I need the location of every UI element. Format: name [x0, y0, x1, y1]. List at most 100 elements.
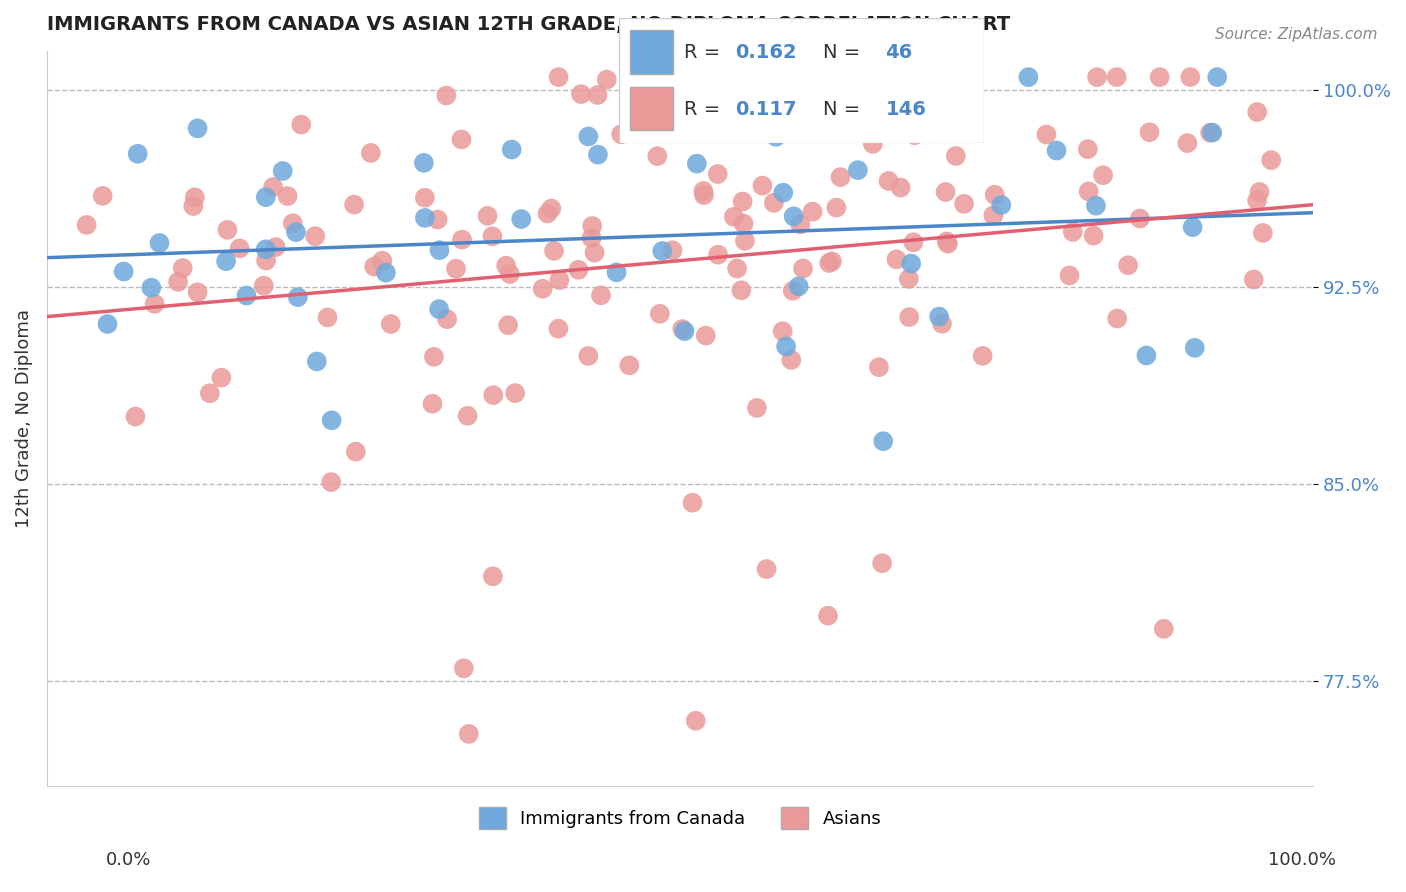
Legend: Immigrants from Canada, Asians: Immigrants from Canada, Asians	[471, 800, 889, 837]
Point	[586, 147, 609, 161]
Point	[1129, 211, 1152, 226]
Point	[413, 191, 436, 205]
Point	[215, 254, 238, 268]
Point	[543, 244, 565, 258]
Point	[914, 119, 936, 133]
Point	[540, 202, 562, 216]
Point	[187, 121, 209, 136]
Point	[423, 350, 446, 364]
Point	[536, 206, 558, 220]
Point	[371, 253, 394, 268]
Point	[787, 279, 810, 293]
Point	[682, 496, 704, 510]
Point	[235, 288, 257, 302]
Point	[872, 434, 894, 449]
Point	[870, 556, 893, 570]
Point	[343, 197, 366, 211]
Point	[890, 180, 912, 194]
Point	[1135, 349, 1157, 363]
Point	[496, 318, 519, 333]
Point	[1059, 268, 1081, 283]
Point	[1084, 199, 1107, 213]
Point	[734, 234, 756, 248]
Point	[567, 262, 589, 277]
Point	[801, 204, 824, 219]
Point	[112, 264, 135, 278]
Point	[271, 164, 294, 178]
Point	[1085, 70, 1108, 84]
Point	[1180, 70, 1202, 84]
Point	[1153, 622, 1175, 636]
Point	[990, 198, 1012, 212]
Point	[76, 218, 98, 232]
Point	[830, 170, 852, 185]
Point	[254, 253, 277, 268]
Point	[581, 231, 603, 245]
Point	[547, 321, 569, 335]
Point	[1017, 70, 1039, 84]
Point	[898, 310, 921, 324]
Point	[228, 241, 250, 255]
Point	[1083, 228, 1105, 243]
Point	[862, 136, 884, 151]
Point	[482, 569, 505, 583]
Text: 100.0%: 100.0%	[1268, 851, 1336, 869]
Point	[818, 256, 841, 270]
Text: IMMIGRANTS FROM CANADA VS ASIAN 12TH GRADE, NO DIPLOMA CORRELATION CHART: IMMIGRANTS FROM CANADA VS ASIAN 12TH GRA…	[46, 15, 1010, 34]
Point	[457, 409, 479, 423]
Point	[596, 72, 619, 87]
Point	[825, 201, 848, 215]
Point	[589, 288, 612, 302]
Point	[477, 209, 499, 223]
Point	[817, 608, 839, 623]
Point	[586, 88, 609, 103]
Point	[1035, 128, 1057, 142]
Point	[450, 132, 472, 146]
Point	[692, 184, 714, 198]
Point	[344, 444, 367, 458]
Point	[707, 248, 730, 262]
Point	[481, 229, 503, 244]
Point	[427, 302, 450, 317]
Text: Source: ZipAtlas.com: Source: ZipAtlas.com	[1215, 27, 1378, 42]
Point	[647, 149, 669, 163]
Point	[686, 156, 709, 170]
Point	[321, 475, 343, 489]
Point	[254, 190, 277, 204]
Point	[1077, 185, 1099, 199]
Point	[321, 413, 343, 427]
Point	[1177, 136, 1199, 150]
Point	[253, 278, 276, 293]
Point	[695, 328, 717, 343]
Point	[576, 349, 599, 363]
Point	[583, 245, 606, 260]
Point	[281, 216, 304, 230]
Point	[374, 266, 396, 280]
Point	[531, 282, 554, 296]
Point	[1077, 142, 1099, 156]
Point	[868, 360, 890, 375]
Point	[444, 261, 467, 276]
Point	[772, 324, 794, 338]
Point	[264, 240, 287, 254]
Point	[547, 70, 569, 84]
Point	[619, 359, 641, 373]
Point	[886, 252, 908, 267]
Point	[360, 145, 382, 160]
Point	[501, 143, 523, 157]
Point	[1243, 272, 1265, 286]
Point	[127, 146, 149, 161]
Point	[1246, 194, 1268, 208]
Point	[1251, 226, 1274, 240]
Point	[661, 244, 683, 258]
Point	[429, 243, 451, 257]
Point	[730, 283, 752, 297]
Point	[436, 312, 458, 326]
Point	[1206, 70, 1229, 84]
Point	[316, 310, 339, 325]
Point	[931, 317, 953, 331]
Point	[503, 386, 526, 401]
Text: N =: N =	[824, 44, 868, 62]
Point	[172, 260, 194, 275]
Bar	[630, 87, 673, 130]
